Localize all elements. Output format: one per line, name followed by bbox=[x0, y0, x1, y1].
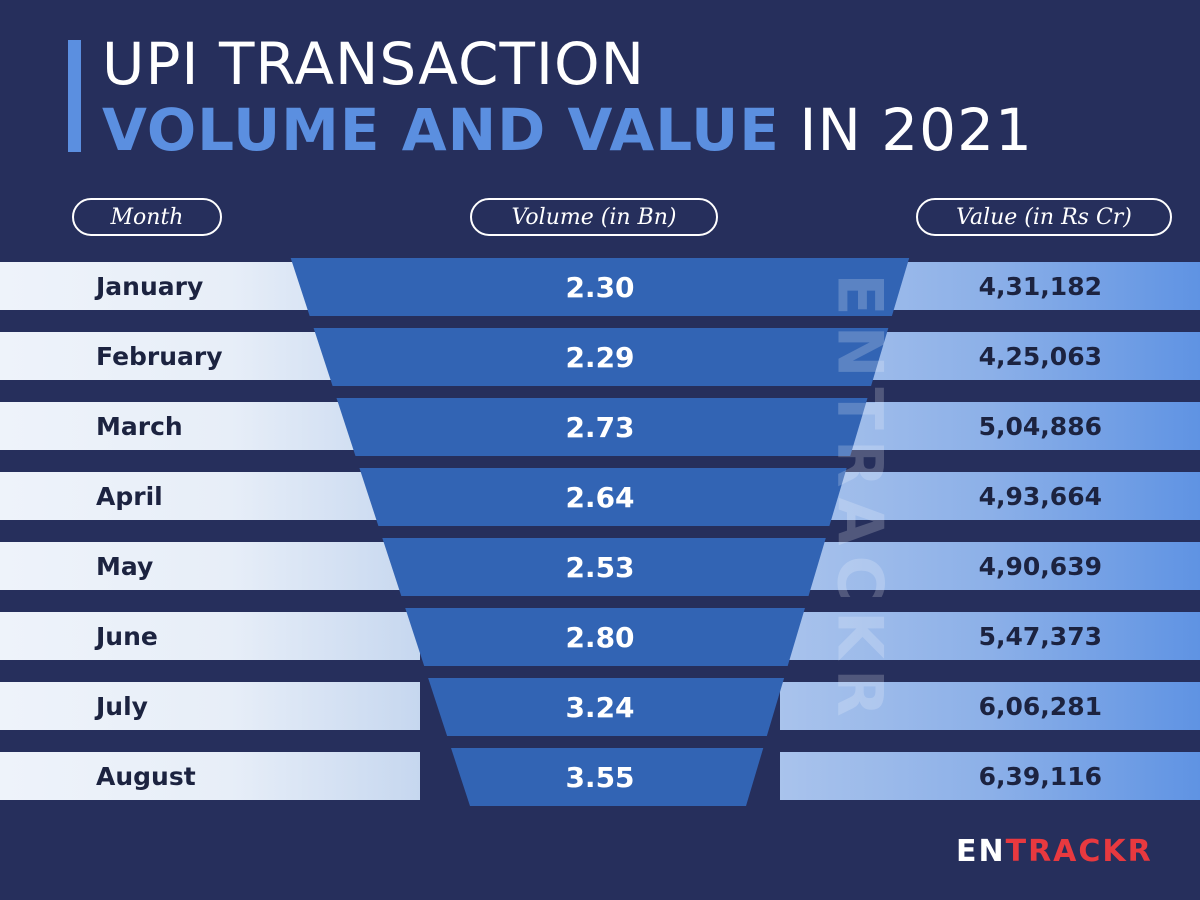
month-cell: May bbox=[96, 551, 154, 581]
funnel-segment bbox=[428, 678, 785, 736]
funnel-segment bbox=[313, 328, 889, 386]
row-right-band bbox=[780, 612, 1200, 660]
month-cell: February bbox=[96, 341, 223, 371]
volume-cell: 2.29 bbox=[565, 340, 635, 374]
row-right-band bbox=[780, 472, 1200, 520]
row-right-band bbox=[780, 542, 1200, 590]
row-left-band bbox=[0, 752, 420, 800]
month-column-header: Month bbox=[72, 198, 222, 236]
funnel-segment bbox=[451, 748, 764, 806]
title-line-1: UPI TRANSACTION bbox=[102, 30, 646, 98]
month-cell: August bbox=[96, 761, 196, 791]
value-cell: 6,06,281 bbox=[978, 691, 1102, 721]
row-left-band bbox=[0, 682, 420, 730]
value-column-header: Value (in Rs Cr) bbox=[916, 198, 1172, 236]
funnel-segment bbox=[290, 258, 910, 316]
title-accent-bar bbox=[68, 40, 81, 152]
logo-trackr: TRACKR bbox=[1005, 834, 1153, 869]
volume-cell: 2.64 bbox=[565, 480, 635, 514]
row-right-band bbox=[780, 682, 1200, 730]
value-cell: 4,93,664 bbox=[978, 481, 1102, 511]
month-cell: January bbox=[96, 271, 204, 301]
title-line-2: VOLUME AND VALUE IN 2021 bbox=[102, 96, 1033, 164]
month-cell: March bbox=[96, 411, 183, 441]
month-cell: April bbox=[96, 481, 163, 511]
funnel-segment bbox=[382, 538, 826, 596]
month-cell: July bbox=[96, 691, 148, 721]
title-year: IN 2021 bbox=[779, 96, 1033, 164]
funnel-segment bbox=[359, 468, 847, 526]
funnel-segment bbox=[336, 398, 868, 456]
volume-cell: 3.55 bbox=[565, 760, 635, 794]
value-cell: 6,39,116 bbox=[978, 761, 1102, 791]
value-cell: 4,31,182 bbox=[978, 271, 1102, 301]
value-cell: 5,47,373 bbox=[978, 621, 1102, 651]
row-left-band bbox=[0, 612, 420, 660]
logo-en: EN bbox=[956, 834, 1006, 869]
volume-cell: 2.73 bbox=[565, 410, 635, 444]
volume-cell: 3.24 bbox=[565, 690, 635, 724]
row-right-band bbox=[780, 752, 1200, 800]
entrackr-logo: ENTRACKR bbox=[956, 834, 1153, 869]
volume-cell: 2.30 bbox=[565, 270, 635, 304]
title-highlight: VOLUME AND VALUE bbox=[102, 96, 780, 164]
volume-column-header: Volume (in Bn) bbox=[470, 198, 718, 236]
volume-cell: 2.53 bbox=[565, 550, 635, 584]
value-cell: 4,25,063 bbox=[978, 341, 1102, 371]
month-cell: June bbox=[96, 621, 158, 651]
entrackr-watermark: ENTRACKR bbox=[823, 273, 897, 727]
value-cell: 5,04,886 bbox=[978, 411, 1102, 441]
value-cell: 4,90,639 bbox=[978, 551, 1102, 581]
row-left-band bbox=[0, 472, 420, 520]
row-left-band bbox=[0, 542, 420, 590]
funnel-segment bbox=[405, 608, 805, 666]
volume-cell: 2.80 bbox=[565, 620, 635, 654]
